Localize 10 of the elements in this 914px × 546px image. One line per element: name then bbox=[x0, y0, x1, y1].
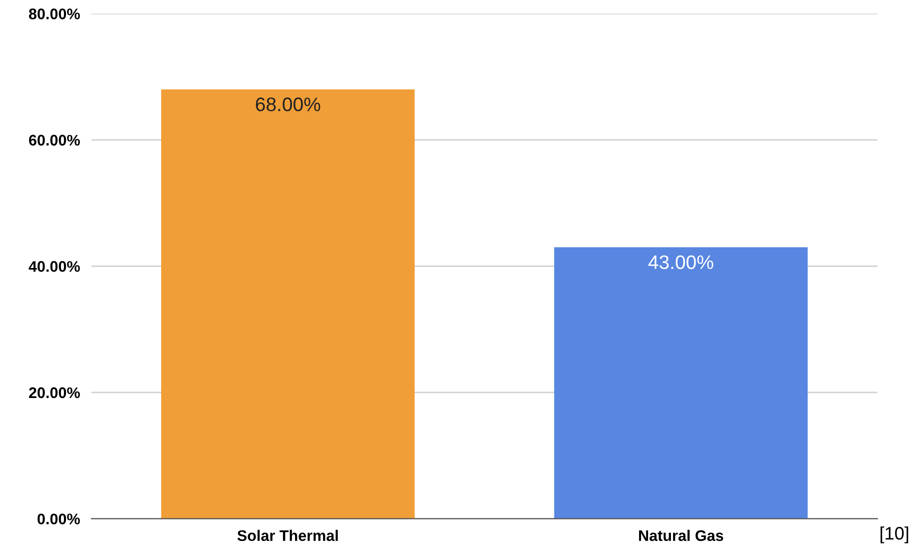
x-tick-label: Solar Thermal bbox=[237, 530, 338, 542]
y-tick-label: 0.00% bbox=[38, 514, 80, 524]
data-label: 43.00% bbox=[648, 255, 714, 270]
data-label: 68.00% bbox=[256, 97, 320, 112]
y-tick-label: 60.00% bbox=[29, 134, 80, 146]
text: [10] bbox=[880, 526, 908, 544]
y-tick-label: 80.00% bbox=[28, 8, 80, 20]
y-tick-label: 40.00% bbox=[28, 261, 80, 272]
y-tick-label: 20.00% bbox=[29, 387, 80, 398]
x-tick-label: Natural Gas bbox=[639, 530, 724, 542]
